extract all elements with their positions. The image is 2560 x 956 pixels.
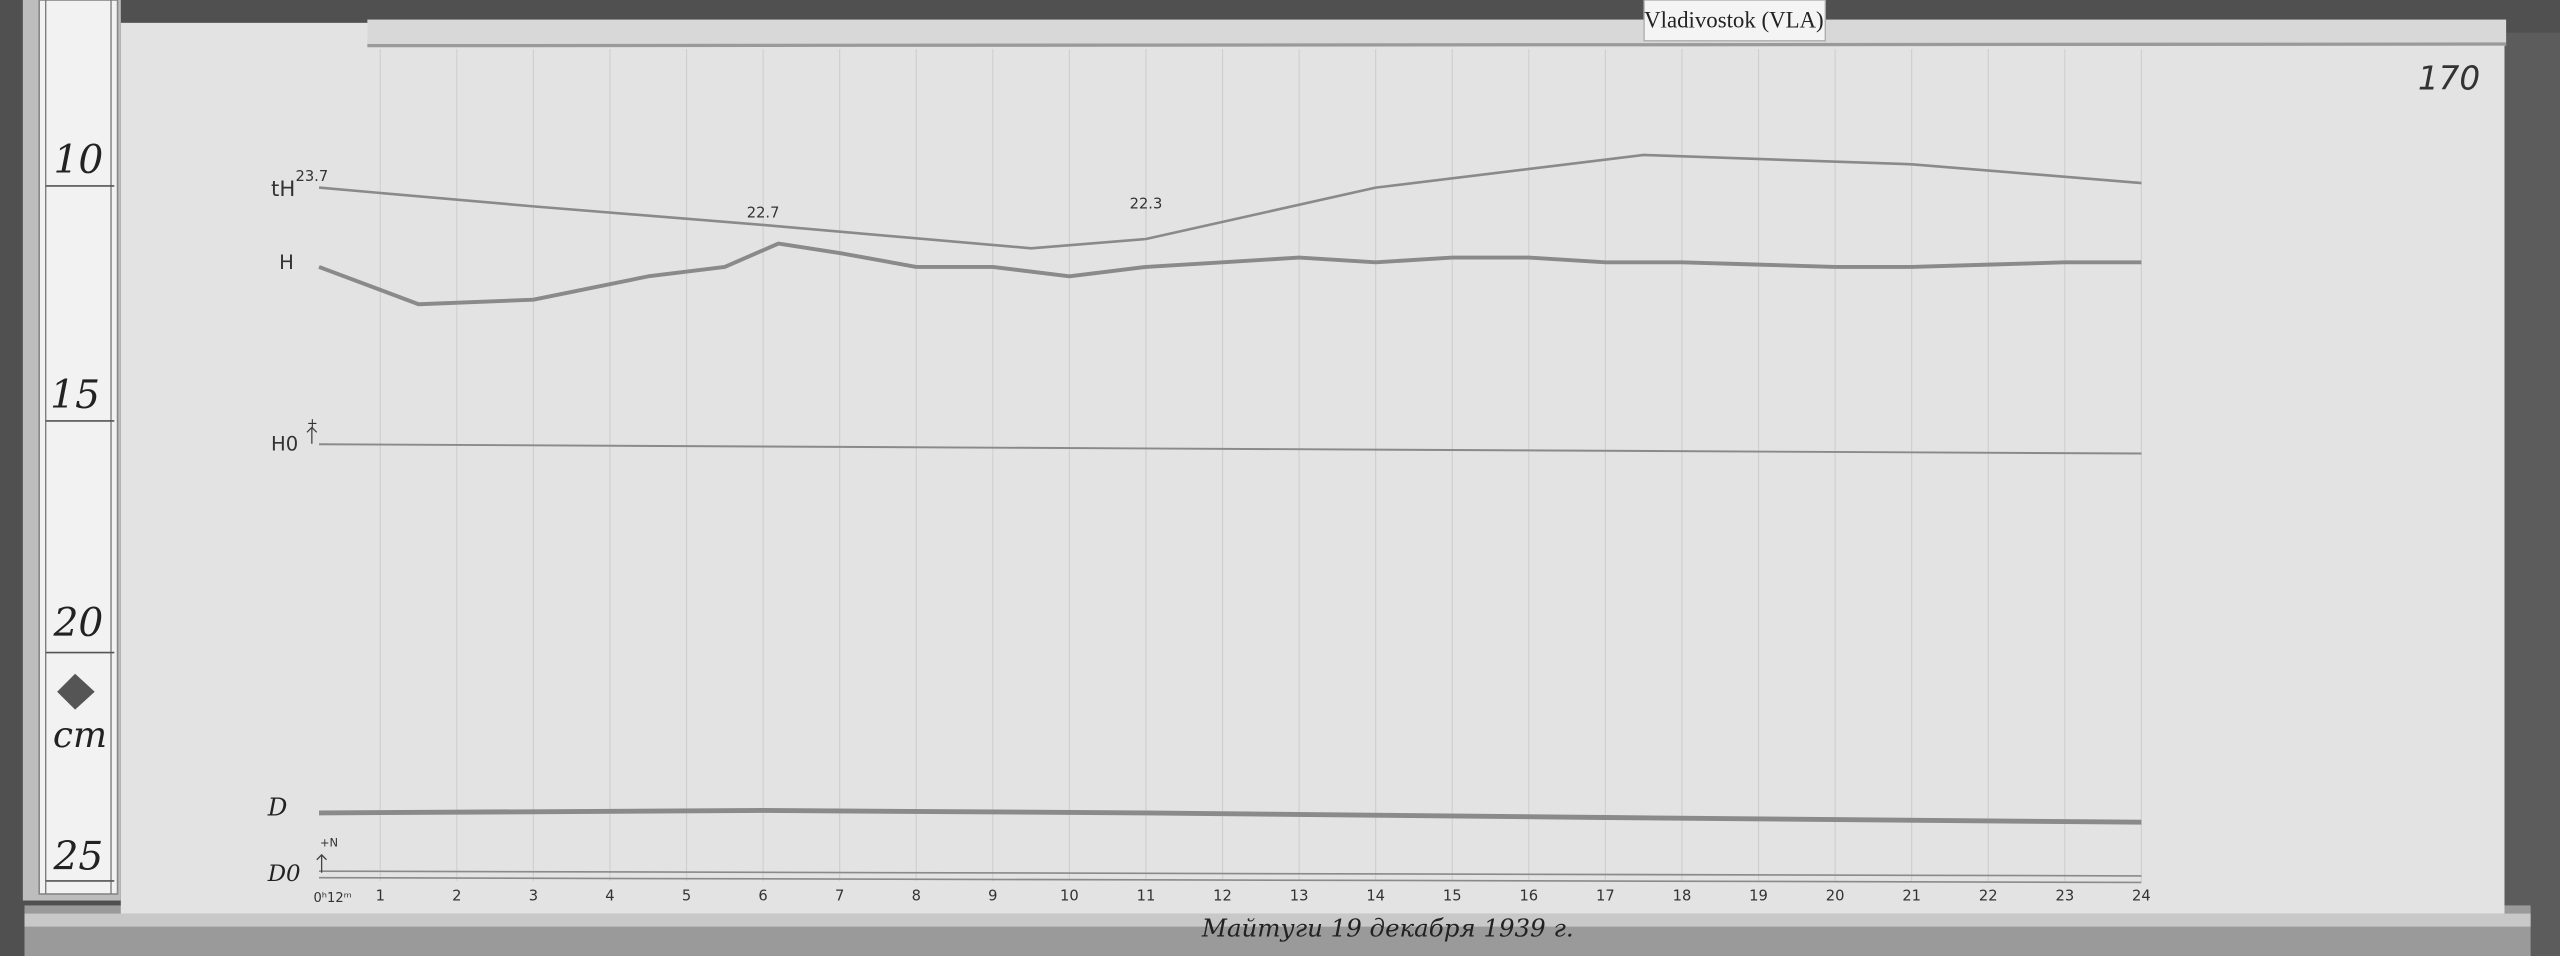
- bottom-strip-edge: [24, 913, 2531, 927]
- series-label-D: D: [267, 793, 288, 822]
- trace-D0: [319, 870, 2142, 877]
- x-start-label: 0ʰ12ᵐ: [313, 891, 351, 906]
- h0-arrow-icon: [306, 426, 318, 444]
- ruler-unit: cm: [53, 715, 107, 756]
- x-tick-label: 5: [682, 888, 691, 905]
- x-tick-label: 24: [2132, 888, 2151, 905]
- station-label-card: Vladivostok (VLA): [1643, 0, 1826, 42]
- x-tick-label: 3: [529, 888, 538, 905]
- top-tape-edge: [367, 42, 2507, 48]
- series-label-H0: H0: [271, 432, 298, 455]
- x-tick-label: 12: [1213, 888, 1232, 905]
- x-tick-label: 7: [835, 888, 844, 905]
- footer-caption: Майтуги 19 декабря 1939 г.: [1201, 913, 1574, 942]
- trace-annotation: 22.7: [747, 205, 780, 222]
- trace-D: [319, 808, 2142, 825]
- x-tick-label: 18: [1673, 888, 1692, 905]
- x-tick-label: 20: [1826, 888, 1845, 905]
- tH-base-value: 23.7: [296, 168, 329, 185]
- x-tick-label: 4: [605, 888, 614, 905]
- trace-H0: [319, 443, 2142, 455]
- ruler-tick-25: 25: [52, 835, 103, 880]
- x-tick-label: 11: [1137, 888, 1156, 905]
- series-label-D0: D0: [267, 861, 301, 887]
- x-tick-label: 8: [912, 888, 921, 905]
- h0-arrow-label: +: [307, 416, 318, 431]
- x-tick-label: 16: [1519, 888, 1538, 905]
- x-tick-label: 10: [1060, 888, 1079, 905]
- x-tick-label: 23: [2055, 888, 2074, 905]
- x-tick-label: 22: [1979, 888, 1998, 905]
- x-tick-label: 15: [1443, 888, 1462, 905]
- trace-H: [318, 241, 2142, 307]
- x-tick-label: 19: [1749, 888, 1768, 905]
- ruler-emblem-icon: [57, 673, 95, 710]
- x-tick-label: 14: [1366, 888, 1385, 905]
- ruler-tick-20: 20: [52, 601, 103, 646]
- scale-ruler: 10 15 20 cm 25: [22, 0, 121, 901]
- trace-D0-baseline: [319, 876, 2142, 884]
- series-label-tH: tH: [271, 177, 295, 202]
- station-label: Vladivostok (VLA): [1644, 8, 1824, 33]
- ruler-tick-10: 10: [53, 138, 103, 183]
- x-tick-label: 17: [1596, 888, 1615, 905]
- x-tick-label: 13: [1290, 888, 1309, 905]
- hour-grid: [379, 48, 2142, 881]
- annotations: 22.7 22.3: [747, 195, 1163, 221]
- x-tick-label: 1: [376, 888, 385, 905]
- right-edge: [2497, 32, 2560, 956]
- x-tick-label: 6: [758, 888, 767, 905]
- top-tape: [367, 19, 2507, 46]
- paper-sheet: [120, 22, 2505, 914]
- d0-arrow-label: +N: [320, 836, 338, 850]
- x-tick-labels: 1 2 3 4 5 6 7 8 9 10 11 12 13 14 15 16 17 18 19 20 21 22 23 24: [376, 888, 2151, 905]
- traces: [318, 153, 2142, 884]
- trace-annotation: 22.3: [1130, 195, 1163, 212]
- ruler-tick-15: 15: [50, 373, 100, 418]
- x-tick-label: 2: [452, 888, 461, 905]
- d0-arrow-icon: [316, 853, 327, 873]
- sheet-number: 170: [2418, 60, 2480, 98]
- series-label-H: H: [279, 251, 294, 274]
- x-tick-label: 21: [1902, 888, 1921, 905]
- x-tick-label: 9: [988, 888, 997, 905]
- trace-tH: [318, 153, 2142, 250]
